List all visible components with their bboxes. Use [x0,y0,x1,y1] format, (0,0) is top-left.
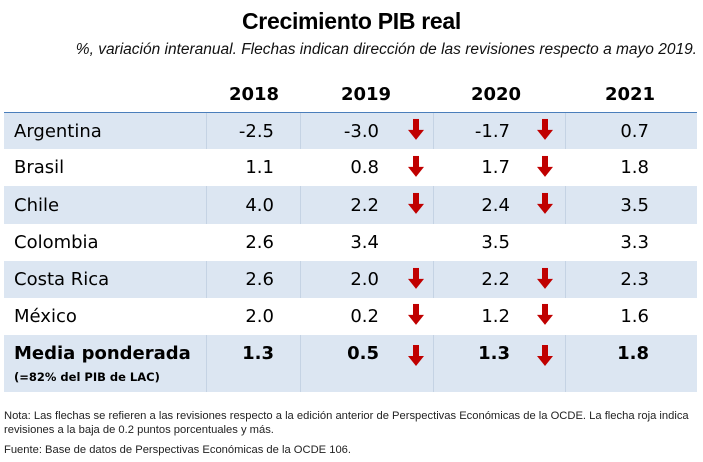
value-cell-2020: 1.7 [481,157,510,178]
column-divider [300,335,301,392]
down-revision-arrow-icon [408,345,424,367]
table-row: Chile 4.0 2.2 2.4 3.5 [4,186,697,224]
column-header-2020: 2020 [470,84,522,105]
column-divider [565,261,566,298]
value-cell-2019: 0.5 [347,343,379,364]
value-cell-2020: 3.5 [481,232,510,253]
country-name: Chile [14,194,60,216]
value-cell-2019: 3.4 [350,232,379,253]
value-cell-2020: 2.4 [481,194,510,216]
column-header-2021: 2021 [604,84,656,105]
value-cell-2020: 1.2 [481,305,510,327]
value-cell-2019: 0.8 [350,157,379,178]
value-cell-2021: 1.8 [617,343,649,364]
value-cell-2021: 3.5 [620,194,649,216]
down-revision-arrow-icon [408,267,424,289]
table-row: Argentina -2.5 -3.0 -1.7 0.7 [4,113,697,149]
column-divider [433,335,434,392]
down-revision-arrow-icon [408,155,424,177]
value-cell-2018: 2.6 [245,232,274,253]
chart-subtitle: %, variación interanual. Flechas indican… [75,41,697,58]
down-revision-arrow-icon [537,303,553,326]
country-name: Colombia [14,232,99,253]
value-cell-2018: 4.0 [245,194,274,216]
value-cell-2018: 2.6 [245,269,274,290]
column-divider [433,113,434,149]
table-row: Costa Rica 2.6 2.0 2.2 2.3 [4,261,697,298]
value-cell-2021: 0.7 [620,120,649,142]
column-divider [565,113,566,149]
value-cell-2018: 2.0 [245,305,274,327]
value-cell-2018: 1.1 [245,157,274,178]
column-header-2018: 2018 [228,84,280,105]
country-name: Brasil [14,157,65,178]
source-text: Fuente: Base de datos de Perspectivas Ec… [4,444,352,456]
summary-row-name: Media ponderada [14,343,191,364]
column-divider [206,113,207,149]
down-revision-arrow-icon [537,345,553,367]
country-name: Costa Rica [14,269,110,290]
column-divider [300,186,301,224]
column-divider [206,335,207,392]
value-cell-2019: -3.0 [343,120,379,142]
value-cell-2021: 1.6 [620,305,649,327]
chart-title: Crecimiento PIB real [242,8,461,34]
column-divider [300,261,301,298]
down-revision-arrow-icon [408,192,424,215]
value-cell-2021: 1.8 [620,157,649,178]
value-cell-2019: 0.2 [350,305,379,327]
down-revision-arrow-icon [537,155,553,177]
value-cell-2018: -2.5 [238,120,274,142]
value-cell-2021: 2.3 [620,269,649,290]
column-header-2019: 2019 [340,84,392,105]
column-divider [433,186,434,224]
column-divider [300,113,301,149]
summary-row: Media ponderada (=82% del PIB de LAC) 1.3 0… [4,335,697,392]
column-divider [206,186,207,224]
column-divider [206,261,207,298]
column-divider [565,186,566,224]
value-cell-2019: 2.0 [350,269,379,290]
down-revision-arrow-icon [408,118,424,141]
country-name: Argentina [14,120,102,142]
down-revision-arrow-icon [408,303,424,326]
down-revision-arrow-icon [537,118,553,141]
value-cell-2020: 1.3 [478,343,510,364]
summary-row-subtitle: (=82% del PIB de LAC) [14,370,160,384]
value-cell-2019: 2.2 [350,194,379,216]
table-row: Brasil 1.1 0.8 1.7 1.8 [4,149,697,186]
down-revision-arrow-icon [537,267,553,289]
value-cell-2021: 3.3 [620,232,649,253]
value-cell-2020: 2.2 [481,269,510,290]
value-cell-2020: -1.7 [474,120,510,142]
column-divider [565,335,566,392]
column-divider [433,261,434,298]
down-revision-arrow-icon [537,192,553,215]
country-name: México [14,305,77,327]
table-row: México 2.0 0.2 1.2 1.6 [4,298,697,334]
value-cell-2018: 1.3 [242,343,274,364]
table-row: Colombia 2.6 3.4 3.5 3.3 [4,224,697,261]
note-text: Nota: Las flechas se refieren a las revi… [4,410,689,436]
